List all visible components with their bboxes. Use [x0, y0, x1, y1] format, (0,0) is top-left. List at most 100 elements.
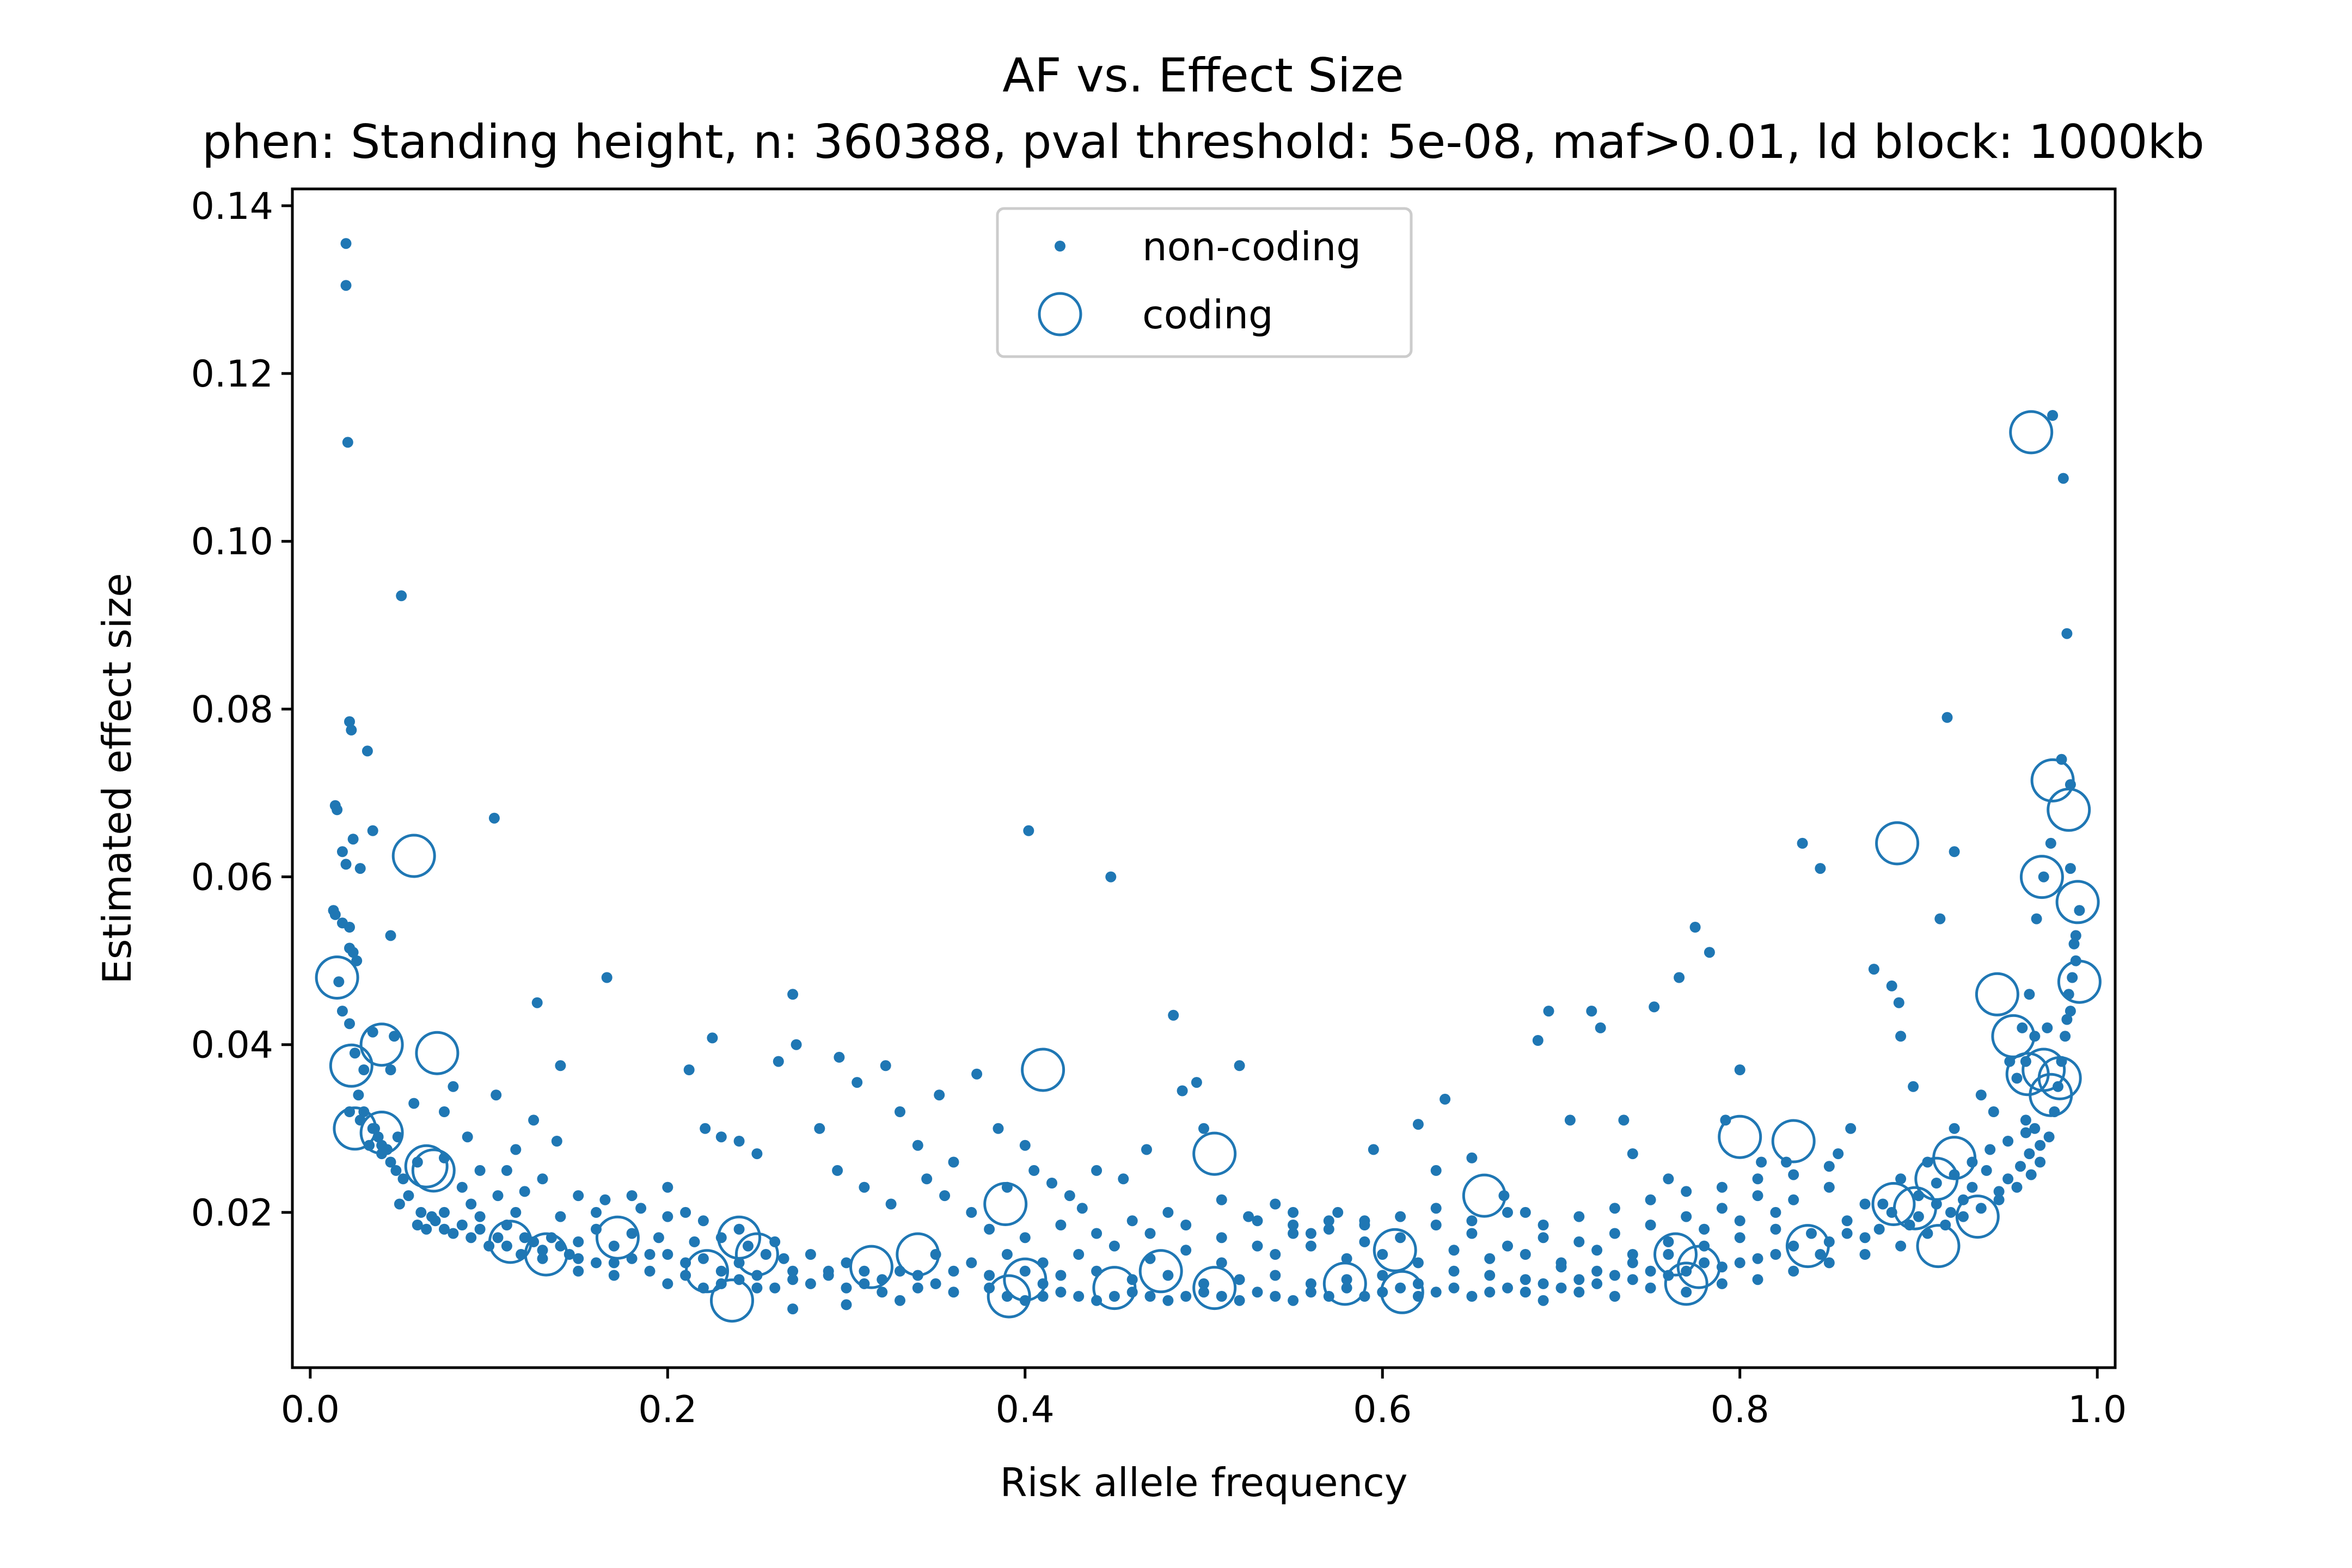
coding-point — [710, 1278, 754, 1323]
noncoding-point — [2024, 1148, 2035, 1160]
noncoding-point — [1288, 1206, 1299, 1218]
noncoding-point — [1502, 1240, 1513, 1252]
noncoding-point — [626, 1228, 638, 1239]
noncoding-point — [608, 1240, 620, 1252]
coding-point — [2055, 880, 2100, 924]
noncoding-point — [1046, 1178, 1057, 1189]
noncoding-point — [1752, 1274, 1763, 1285]
noncoding-point — [336, 846, 348, 857]
noncoding-point — [1859, 1249, 1871, 1260]
noncoding-point — [501, 1165, 512, 1176]
noncoding-point — [1395, 1282, 1406, 1294]
noncoding-point — [852, 1077, 863, 1088]
noncoding-point — [1198, 1287, 1209, 1298]
noncoding-point — [2043, 1131, 2055, 1143]
noncoding-point — [697, 1215, 709, 1227]
noncoding-point — [971, 1068, 983, 1080]
coding-point — [2030, 758, 2075, 803]
noncoding-point — [347, 947, 359, 958]
y-tick-label: 0.12 — [191, 353, 273, 396]
y-tick-label: 0.04 — [191, 1024, 273, 1067]
noncoding-point — [948, 1265, 959, 1277]
legend-coding-label: coding — [1142, 292, 1273, 338]
noncoding-point — [1988, 1106, 1999, 1117]
noncoding-point — [1770, 1249, 1781, 1260]
noncoding-point — [353, 1089, 364, 1101]
chart-title: AF vs. Effect Size — [1002, 48, 1404, 103]
noncoding-point — [1788, 1169, 1799, 1180]
coding-point — [1021, 1048, 1065, 1092]
noncoding-point — [1788, 1194, 1799, 1205]
noncoding-point — [1993, 1194, 2005, 1205]
noncoding-point — [2061, 628, 2073, 639]
coding-point — [404, 1144, 449, 1189]
noncoding-point — [347, 834, 359, 845]
noncoding-point — [1270, 1270, 1281, 1281]
noncoding-point — [1055, 1270, 1067, 1281]
noncoding-point — [912, 1140, 923, 1151]
coding-point — [983, 1182, 1028, 1226]
noncoding-point — [635, 1203, 647, 1214]
noncoding-point — [1975, 1203, 1987, 1214]
noncoding-point — [346, 724, 357, 736]
x-axis-label: Risk allele frequency — [1000, 1460, 1408, 1505]
noncoding-point — [2029, 1123, 2041, 1134]
noncoding-point — [993, 1123, 1004, 1134]
noncoding-point — [342, 437, 353, 448]
noncoding-point — [340, 859, 352, 870]
noncoding-point — [912, 1282, 923, 1294]
legend-noncoding-marker — [1055, 241, 1065, 252]
legend: non-coding coding — [996, 207, 1413, 358]
coding-point — [2037, 1056, 2082, 1100]
coding-point — [1892, 1186, 1937, 1230]
noncoding-point — [1716, 1278, 1728, 1289]
noncoding-point — [1270, 1198, 1281, 1210]
noncoding-point — [743, 1240, 754, 1252]
noncoding-point — [1484, 1287, 1496, 1298]
noncoding-point — [1064, 1190, 1075, 1202]
noncoding-point — [1752, 1190, 1763, 1202]
noncoding-point — [537, 1253, 548, 1264]
noncoding-point — [1073, 1249, 1085, 1260]
noncoding-point — [1216, 1194, 1227, 1205]
noncoding-point — [1823, 1181, 1835, 1193]
noncoding-point — [1144, 1228, 1156, 1239]
noncoding-point — [2038, 871, 2049, 883]
noncoding-point — [555, 1060, 566, 1071]
noncoding-point — [1252, 1240, 1263, 1252]
noncoding-point — [1180, 1291, 1192, 1302]
coding-point — [524, 1232, 568, 1277]
chart-subtitle: phen: Standing height, n: 360388, pval t… — [202, 115, 2204, 169]
noncoding-point — [397, 1173, 409, 1185]
noncoding-point — [832, 1165, 843, 1176]
noncoding-point — [966, 1206, 977, 1218]
noncoding-point — [1913, 1211, 1924, 1222]
noncoding-point — [880, 1060, 891, 1071]
noncoding-point — [1681, 1287, 1692, 1298]
noncoding-point — [984, 1270, 995, 1281]
noncoding-point — [1674, 972, 1685, 983]
x-tick-label: 0.4 — [996, 1388, 1055, 1431]
noncoding-point — [1502, 1282, 1513, 1294]
noncoding-point — [573, 1265, 584, 1277]
noncoding-point — [591, 1257, 602, 1269]
coding-point — [896, 1232, 940, 1277]
plot-frame — [291, 187, 2117, 1369]
noncoding-point — [751, 1282, 763, 1294]
noncoding-point — [1931, 1178, 1942, 1189]
noncoding-point — [492, 1232, 504, 1244]
noncoding-point — [1466, 1152, 1478, 1163]
legend-noncoding-label: non-coding — [1142, 224, 1361, 270]
noncoding-point — [1595, 1022, 1606, 1033]
noncoding-point — [1734, 1064, 1745, 1075]
noncoding-point — [1019, 1265, 1031, 1277]
x-tick-label: 1.0 — [2068, 1388, 2127, 1431]
noncoding-point — [462, 1131, 473, 1143]
noncoding-point — [1984, 1144, 1996, 1155]
noncoding-point — [1341, 1253, 1352, 1264]
noncoding-point — [1252, 1287, 1263, 1298]
noncoding-point — [555, 1211, 566, 1222]
noncoding-point — [1663, 1236, 1674, 1247]
coding-point — [1003, 1257, 1048, 1302]
noncoding-point — [448, 1228, 459, 1239]
